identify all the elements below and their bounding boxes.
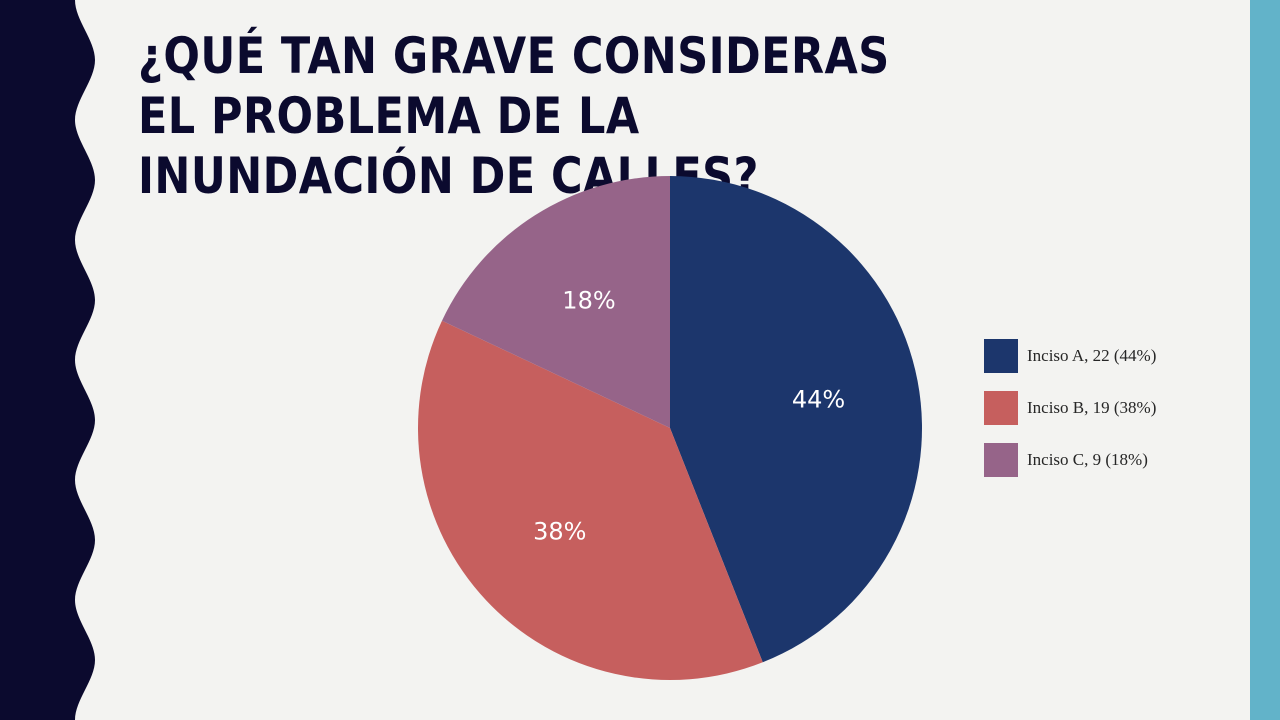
legend-label-inciso-c: Inciso C, 9 (18%) — [1027, 450, 1148, 469]
legend-label-inciso-a: Inciso A, 22 (44%) — [1027, 346, 1157, 365]
pie-data-label-inciso-c: 18% — [562, 286, 615, 314]
chart-legend: Inciso A, 22 (44%) Inciso B, 19 (38%) In… — [984, 338, 1156, 494]
pie-data-label-inciso-b: 38% — [533, 518, 586, 546]
legend-item-inciso-a: Inciso A, 22 (44%) — [984, 338, 1156, 374]
legend-swatch-inciso-c — [984, 443, 1018, 477]
legend-swatch-inciso-a — [984, 339, 1018, 373]
legend-label-inciso-b: Inciso B, 19 (38%) — [1027, 398, 1157, 417]
legend-item-inciso-b: Inciso B, 19 (38%) — [984, 390, 1156, 426]
decorative-wavy-band — [0, 0, 95, 720]
pie-slice-inciso-b — [417, 320, 763, 681]
pie-slice-inciso-c — [441, 176, 670, 428]
pie-data-label-inciso-a: 44% — [792, 386, 845, 414]
legend-swatch-inciso-b — [984, 391, 1018, 425]
pie-slice-inciso-a — [670, 176, 923, 663]
decorative-right-stripe — [1250, 0, 1280, 720]
pie-chart: 44% 38% 18% — [417, 176, 923, 681]
legend-item-inciso-c: Inciso C, 9 (18%) — [984, 442, 1156, 478]
